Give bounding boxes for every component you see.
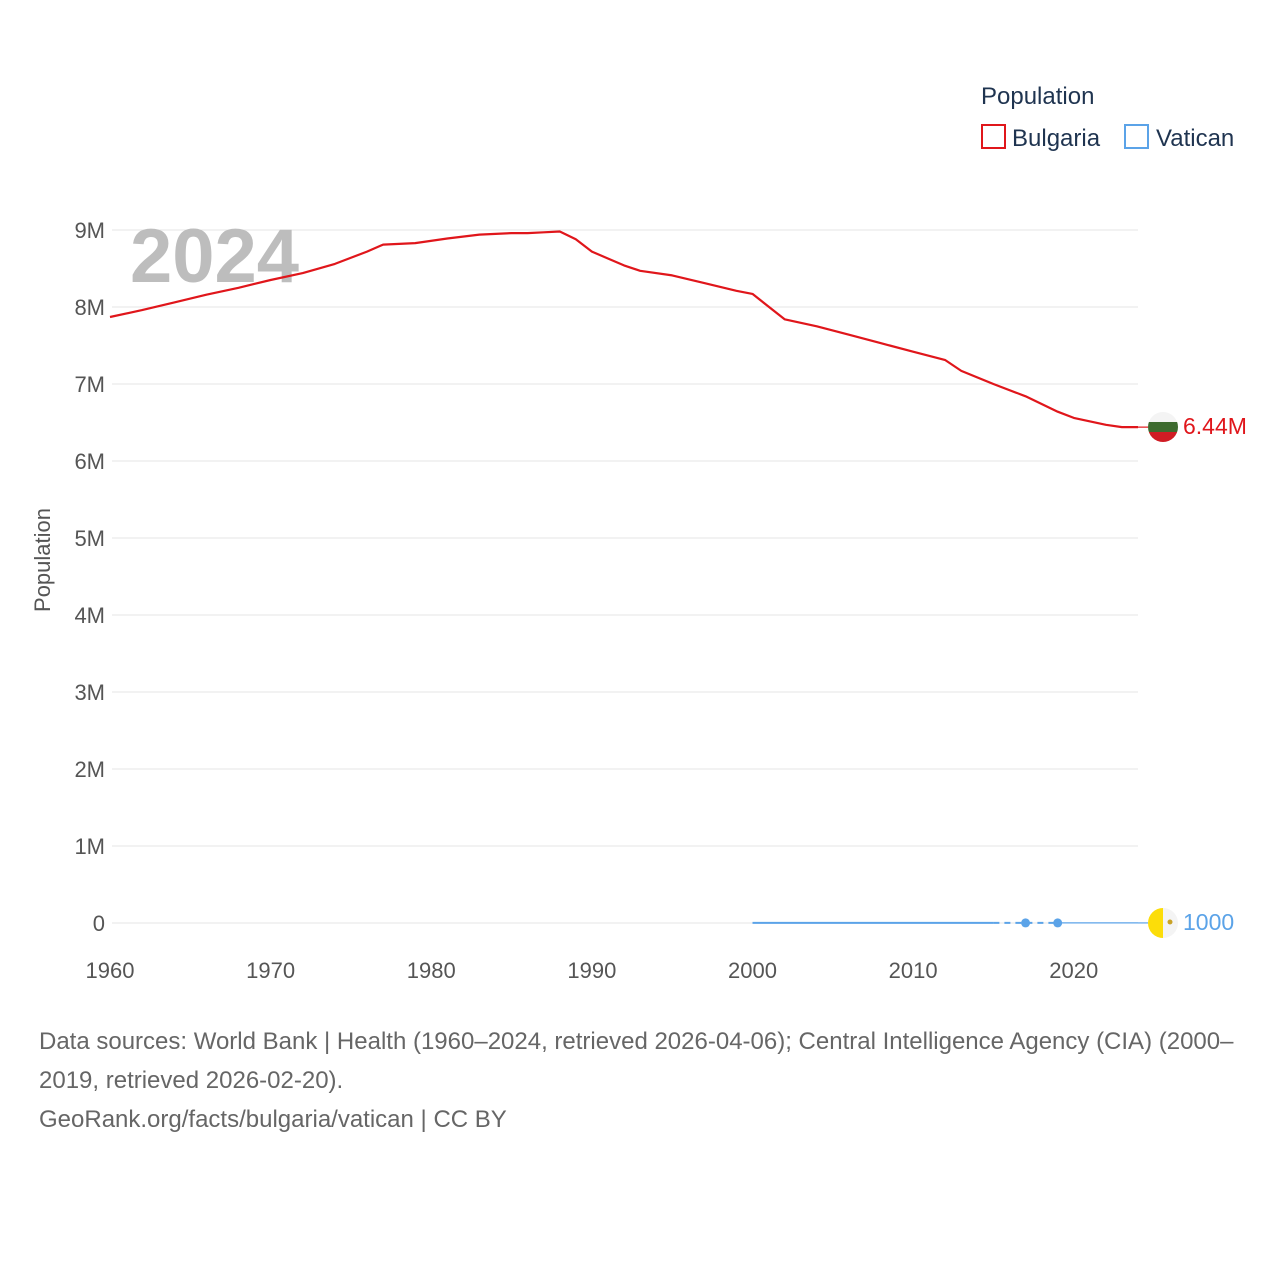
- footer: Data sources: World Bank | Health (1960–…: [39, 1022, 1259, 1139]
- x-tick-label: 1970: [246, 958, 295, 983]
- vatican-end-label: 1000: [1183, 909, 1234, 935]
- legend-label-vatican[interactable]: Vatican: [1156, 125, 1234, 152]
- vatican-data-point[interactable]: [1021, 918, 1031, 928]
- vatican-flag-icon: [1148, 908, 1178, 938]
- data-sources: Data sources: World Bank | Health (1960–…: [39, 1028, 1234, 1094]
- series-line-bulgaria[interactable]: [109, 230, 1138, 429]
- population-chart: 0 1M 2M 3M 4M 5M 6M 7M 8M 9M 1960 1970 1980 1990 2000…: [30, 83, 1247, 983]
- x-tick-label: 2010: [889, 958, 938, 983]
- x-axis-ticks: 1960 1970 1980 1990 2000 2010 2020: [86, 958, 1099, 983]
- legend: Population Bulgaria Vatican: [981, 83, 1234, 152]
- flag-stripe-red: [1148, 432, 1178, 442]
- series-layer: [109, 230, 1148, 928]
- legend-title: Population: [981, 83, 1094, 110]
- y-tick-label: 1M: [74, 834, 105, 859]
- y-tick-label: 4M: [74, 603, 105, 628]
- vatican-data-point[interactable]: [1053, 918, 1063, 928]
- y-tick-label: 7M: [74, 372, 105, 397]
- credit-link[interactable]: GeoRank.org/facts/bulgaria/vatican | CC …: [39, 1106, 507, 1133]
- flag-stripe-white: [1148, 412, 1178, 422]
- legend-label-bulgaria[interactable]: Bulgaria: [1012, 125, 1101, 152]
- y-tick-label: 0: [93, 911, 105, 936]
- x-tick-label: 1980: [407, 958, 456, 983]
- legend-swatch-vatican[interactable]: [1124, 124, 1149, 149]
- y-tick-label: 3M: [74, 680, 105, 705]
- bulgaria-flag-icon: [1148, 412, 1178, 442]
- x-tick-label: 2000: [728, 958, 777, 983]
- y-tick-label: 8M: [74, 295, 105, 320]
- flag-stripe-green: [1148, 422, 1178, 432]
- legend-swatch-bulgaria[interactable]: [981, 124, 1006, 149]
- flag-half-yellow: [1148, 908, 1163, 938]
- gridlines: [112, 229, 1138, 924]
- year-overlay: 2024: [130, 214, 299, 299]
- y-tick-label: 9M: [74, 218, 105, 243]
- bulgaria-end-label: 6.44M: [1183, 413, 1247, 439]
- x-tick-label: 1960: [86, 958, 135, 983]
- y-axis-ticks: 0 1M 2M 3M 4M 5M 6M 7M 8M 9M: [74, 218, 105, 936]
- y-tick-label: 6M: [74, 449, 105, 474]
- x-tick-label: 2020: [1049, 958, 1098, 983]
- y-axis-label: Population: [30, 508, 55, 612]
- flag-emblem: [1167, 919, 1173, 925]
- y-tick-label: 5M: [74, 526, 105, 551]
- y-tick-label: 2M: [74, 757, 105, 782]
- x-tick-label: 1990: [567, 958, 616, 983]
